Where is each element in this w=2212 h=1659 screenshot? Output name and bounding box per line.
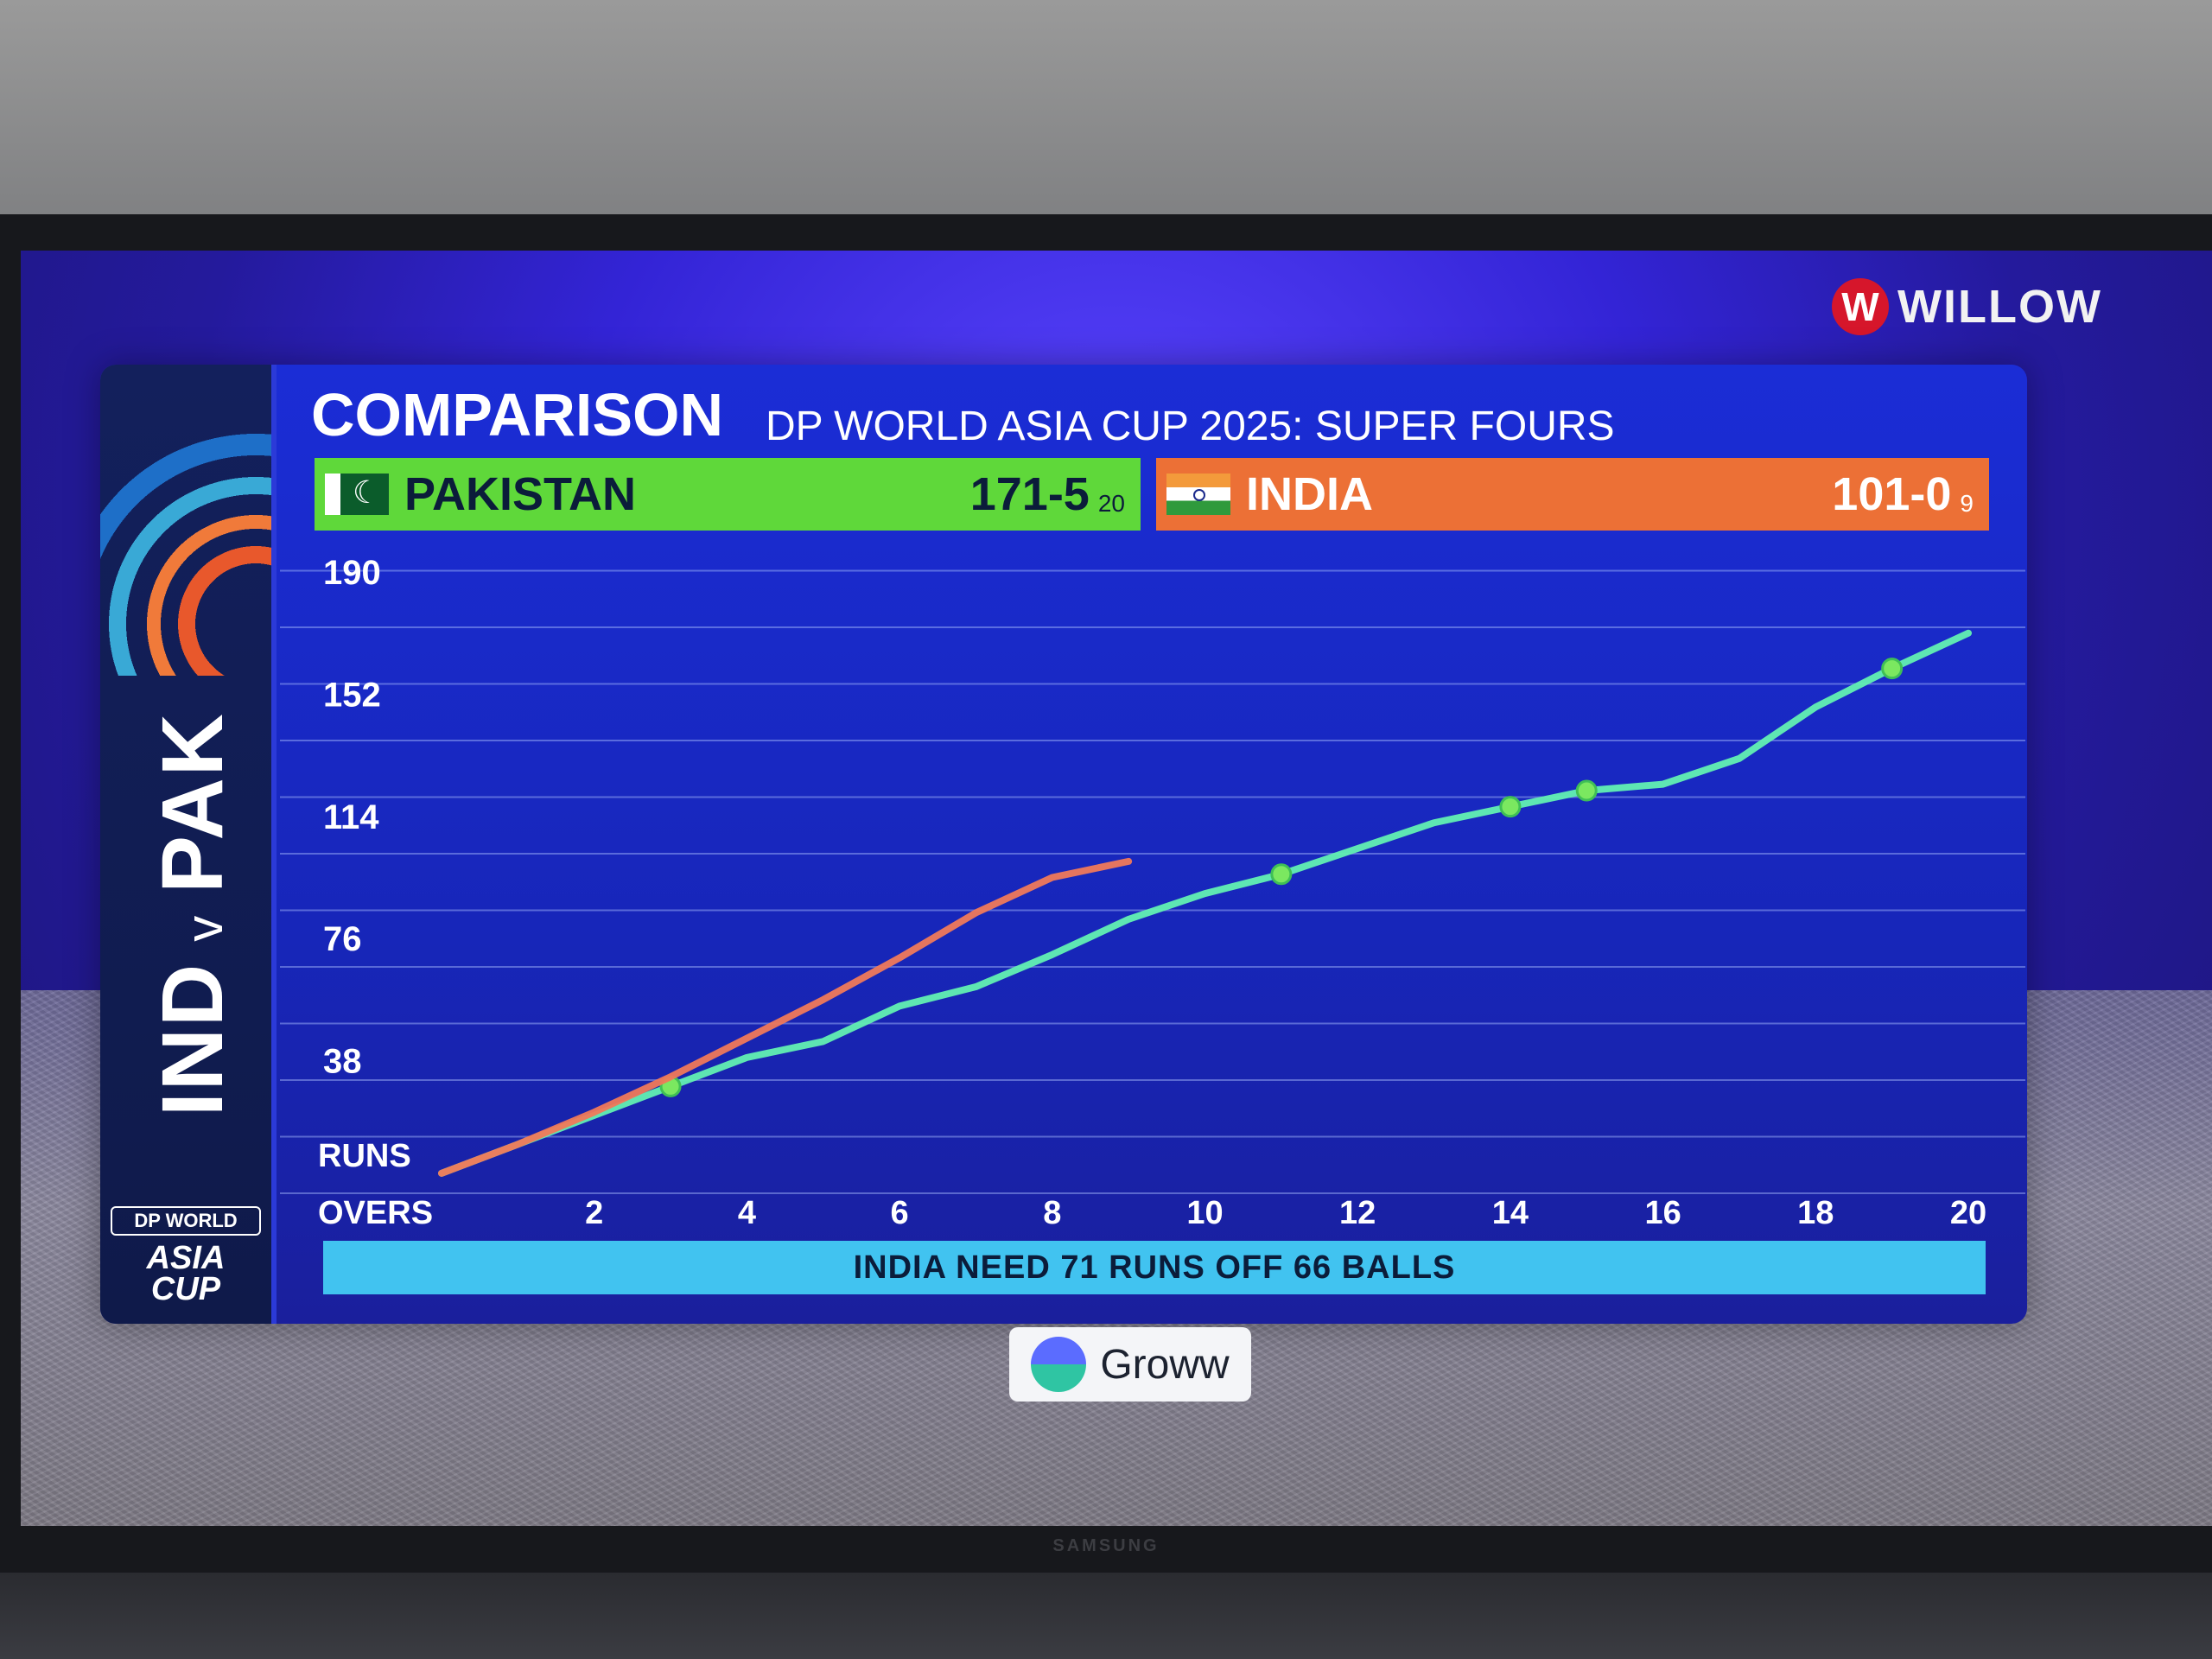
wicket-marker [1575, 779, 1598, 802]
team-name: PAKISTAN [404, 468, 636, 520]
y-tick-label: 190 [323, 554, 381, 592]
sponsor-badge: Groww [1009, 1327, 1251, 1402]
side-strip: INDvPAK DP WORLD ASIA CUP [100, 365, 276, 1324]
team-bar-india: INDIA 101-0 9 [1156, 458, 1989, 531]
runs-comparison-chart: 38 76 114 152 190 RUNS OVERS 2 4 6 8 10 12 14 16 18 20 [280, 554, 2025, 1231]
sponsor-name: Groww [1100, 1341, 1230, 1388]
equation-banner: INDIA NEED 71 RUNS OFF 66 BALLS [323, 1241, 1986, 1294]
decorative-arcs [100, 365, 271, 676]
x-tick-label: 10 [1186, 1195, 1223, 1231]
willow-logo-icon: W [1832, 278, 1889, 335]
y-tick-label: 76 [323, 920, 362, 958]
x-tick-label: 4 [738, 1195, 756, 1231]
x-tick-label: 8 [1043, 1195, 1061, 1231]
x-tick-label: 12 [1339, 1195, 1376, 1231]
india-flag-icon [1166, 474, 1230, 515]
tournament-logo-bottom: ASIA CUP [146, 1240, 226, 1307]
team-overs: 20 [1097, 490, 1125, 517]
team-overs: 9 [1960, 490, 1974, 517]
x-tick-label: 20 [1950, 1195, 1986, 1231]
y-axis-label: RUNS [318, 1138, 411, 1174]
pakistan-flag-icon [325, 474, 389, 515]
wicket-marker [1881, 658, 1904, 680]
wicket-marker [1270, 863, 1293, 886]
broadcaster-logo: W WILLOW [1832, 278, 2102, 335]
x-axis-label: OVERS [318, 1195, 433, 1231]
x-tick-label: 14 [1492, 1195, 1529, 1231]
tournament-logo-top: DP WORLD [111, 1206, 261, 1236]
groww-logo-icon [1031, 1337, 1087, 1392]
series-line-0 [438, 629, 1972, 1177]
tv-brand-label: SAMSUNG [1052, 1536, 1160, 1555]
tournament-logo: DP WORLD ASIA CUP [111, 1206, 261, 1307]
team-score: 171-5 [969, 468, 1090, 520]
series-line-1 [438, 857, 1133, 1177]
x-tick-label: 16 [1644, 1195, 1681, 1231]
graphic-title: COMPARISON [311, 381, 724, 448]
y-tick-label: 152 [323, 676, 381, 714]
x-tick-label: 6 [891, 1195, 909, 1231]
y-tick-label: 114 [323, 798, 379, 836]
team-name: INDIA [1246, 468, 1373, 520]
comparison-graphic: INDvPAK DP WORLD ASIA CUP COMPARISON DP … [100, 365, 2027, 1324]
wall-background [0, 0, 2212, 225]
wicket-marker [1499, 796, 1522, 818]
x-tick-label: 2 [585, 1195, 603, 1231]
broadcaster-name: WILLOW [1897, 281, 2102, 333]
team-score: 101-0 [1832, 468, 1952, 520]
y-tick-label: 38 [323, 1043, 362, 1081]
tv-stand [0, 1573, 2212, 1659]
graphic-subtitle: DP WORLD ASIA CUP 2025: SUPER FOURS [766, 404, 1615, 449]
x-tick-label: 18 [1797, 1195, 1834, 1231]
team-bar-pakistan: PAKISTAN 171-5 20 [315, 458, 1141, 531]
